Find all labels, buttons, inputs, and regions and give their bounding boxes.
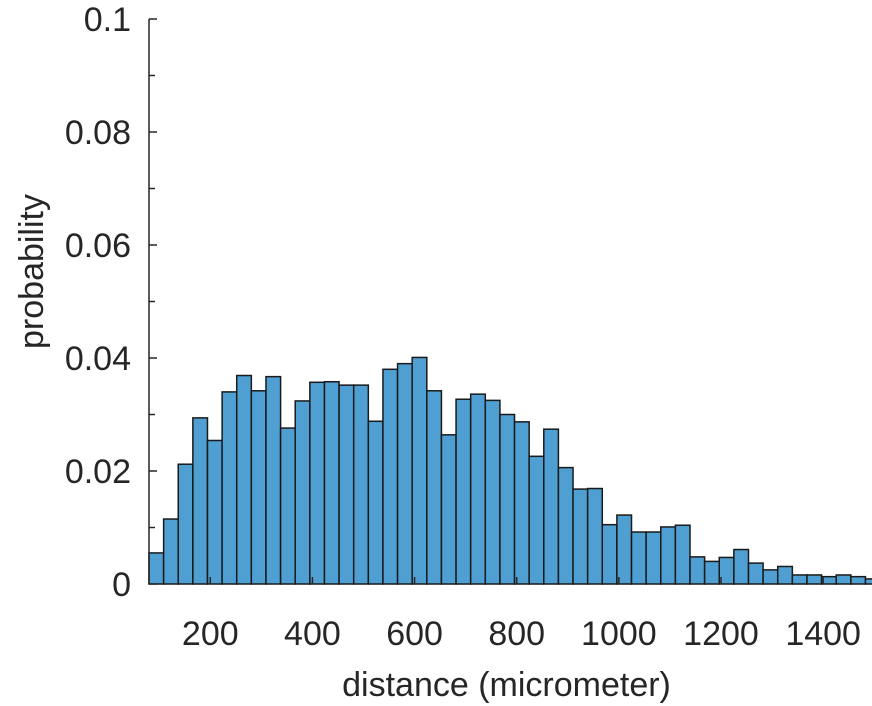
histogram-bar (499, 413, 516, 585)
histogram-bar (864, 578, 872, 585)
histogram-bar (674, 524, 691, 585)
histogram-bar (192, 417, 209, 585)
x-tick-label: 800 (488, 615, 545, 653)
histogram-bar (733, 548, 750, 585)
x-axis-label: distance (micrometer) (342, 666, 671, 704)
histogram-bar (250, 390, 267, 585)
y-tick-label: 0.08 (65, 114, 131, 152)
histogram-bar (382, 368, 399, 585)
histogram-bar (206, 439, 223, 585)
histogram-bar (806, 574, 823, 585)
histogram-bar (616, 514, 633, 585)
histogram-bar (762, 569, 779, 585)
histogram-bar (455, 398, 472, 585)
histogram-bar (484, 399, 501, 585)
histogram-bar (660, 526, 677, 585)
histogram-bar (309, 381, 326, 585)
histogram-bar (367, 420, 384, 585)
histogram-bar (586, 487, 604, 585)
y-tick-label: 0.1 (84, 1, 131, 39)
histogram-bar (426, 390, 443, 585)
x-tick-label: 1400 (785, 615, 861, 653)
x-tick-label: 400 (284, 615, 341, 653)
histogram-bar (338, 384, 355, 585)
y-tick-label: 0.04 (65, 340, 131, 378)
histogram-bar (601, 523, 618, 585)
histogram-bar (148, 552, 165, 585)
histogram-bar (294, 400, 311, 585)
x-ticks: 200 400 600 800 1000 1200 1400 (182, 577, 861, 653)
y-tick-label: 0 (112, 566, 131, 604)
histogram-bar (572, 488, 589, 585)
histogram-bar (440, 434, 457, 585)
histogram-bar (265, 375, 282, 585)
histogram-bar (411, 356, 428, 585)
y-tick-label: 0.06 (65, 227, 131, 265)
histogram-bar (528, 455, 545, 585)
x-tick-label: 600 (386, 615, 443, 653)
x-tick-label: 200 (182, 615, 239, 653)
histogram-bar (221, 391, 238, 585)
histogram-bar (513, 421, 530, 585)
histogram-bar (162, 518, 179, 585)
x-tick-label: 1000 (581, 615, 657, 653)
histogram-bars (148, 356, 872, 585)
histogram-bar (557, 466, 574, 585)
y-axis-label: probability (13, 194, 51, 349)
histogram-bar (689, 556, 706, 585)
histogram-bar (747, 562, 764, 585)
histogram-bar (850, 575, 867, 585)
histogram-bar (630, 531, 647, 585)
x-tick-label: 1200 (683, 615, 759, 653)
histogram-bar (177, 463, 194, 585)
histogram-bar (396, 362, 413, 585)
y-ticks: 0 0.02 0.04 0.06 0.08 0.1 (65, 1, 157, 604)
histogram-bar (323, 380, 340, 585)
histogram-bar (279, 427, 296, 585)
histogram-bar (235, 374, 253, 585)
histogram-bar (835, 574, 852, 585)
y-tick-label: 0.02 (65, 453, 131, 491)
histogram-bar (776, 565, 794, 585)
histogram-bar (543, 428, 560, 585)
histogram-bar (469, 393, 487, 585)
histogram-bar (791, 574, 808, 585)
axes: 0 0.02 0.04 0.06 0.08 0.1 200 400 600 800 1000 120… (65, 1, 861, 653)
histogram-bar (645, 531, 662, 585)
histogram-bar (703, 560, 720, 585)
histogram-bar (352, 384, 370, 585)
